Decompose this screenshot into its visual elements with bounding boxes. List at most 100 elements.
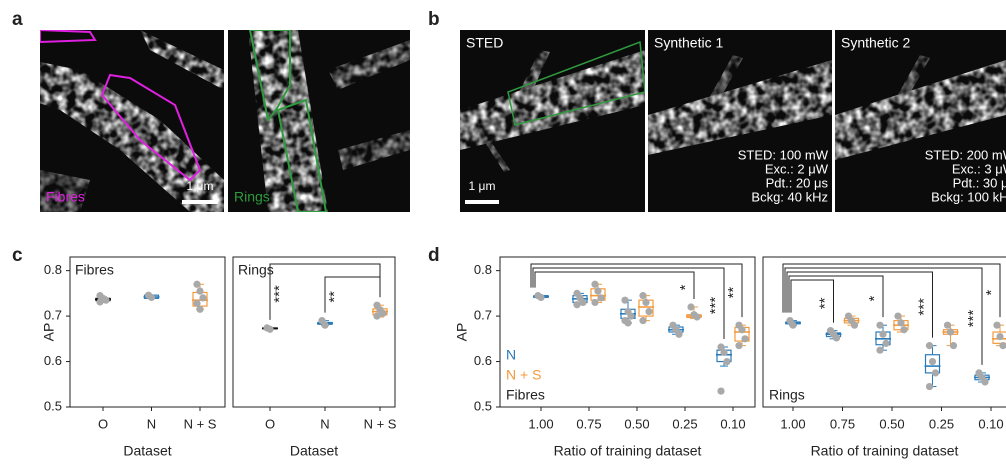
significance-bracket bbox=[534, 271, 695, 299]
parameter: Exc.: 2 μW bbox=[765, 161, 829, 176]
data-point bbox=[876, 346, 884, 354]
data-point bbox=[850, 321, 859, 329]
parameter: Bckg: 40 kHz bbox=[751, 189, 828, 204]
significance-bracket bbox=[786, 271, 933, 338]
data-point bbox=[621, 296, 629, 304]
x-tick-label: 0.10 bbox=[978, 416, 1003, 431]
data-point bbox=[645, 307, 653, 316]
y-axis-label: AP bbox=[454, 323, 470, 342]
plot-title: Rings bbox=[769, 387, 805, 403]
micrograph: Synthetic 1 STED: 100 mW Exc.: 2 μW Pdt.… bbox=[648, 30, 832, 212]
plot-frame bbox=[232, 256, 396, 408]
significance-label: * bbox=[677, 284, 694, 290]
parameter: Bckg: 100 kHz bbox=[931, 189, 1006, 204]
data-point bbox=[789, 321, 797, 329]
data-point bbox=[738, 326, 746, 334]
data-point bbox=[931, 369, 940, 377]
x-tick-label: 0.50 bbox=[624, 416, 649, 431]
data-point bbox=[147, 293, 156, 302]
significance-label: *** bbox=[707, 297, 724, 315]
data-point bbox=[579, 298, 587, 307]
parameter: Exc.: 3 μW bbox=[952, 161, 1006, 176]
parameter: STED: 100 mW bbox=[738, 147, 829, 162]
significance-bracket bbox=[532, 267, 725, 339]
data-point bbox=[597, 294, 605, 302]
x-tick-label: N bbox=[147, 416, 156, 431]
data-point bbox=[996, 332, 1004, 341]
data-point bbox=[102, 296, 110, 304]
plot-title: Fibres bbox=[506, 387, 545, 403]
data-point bbox=[925, 342, 934, 350]
significance-label: * bbox=[866, 296, 883, 302]
micrograph: Synthetic 2 STED: 200 mW Exc.: 3 μW Pdt.… bbox=[835, 30, 1006, 212]
plot-title: Fibres bbox=[75, 262, 114, 278]
significance-label: * bbox=[983, 290, 1000, 296]
x-tick-label: 0.50 bbox=[879, 416, 904, 431]
data-point bbox=[999, 342, 1006, 350]
data-point bbox=[717, 343, 725, 351]
data-point bbox=[591, 298, 599, 307]
scale-bar-label: 1 μm bbox=[469, 179, 496, 193]
data-point bbox=[675, 330, 683, 338]
x-tick-label: 1.00 bbox=[528, 416, 553, 431]
significance-label: *** bbox=[965, 310, 982, 328]
x-tick-label: 1.00 bbox=[780, 416, 805, 431]
data-point bbox=[591, 280, 599, 288]
significance-bracket bbox=[784, 267, 983, 365]
x-axis-label: Dataset bbox=[123, 443, 171, 459]
y-tick-label: 0.7 bbox=[44, 308, 62, 323]
box bbox=[992, 331, 1006, 344]
x-tick-label: 0.25 bbox=[929, 416, 954, 431]
x-tick-label: 0.75 bbox=[576, 416, 601, 431]
significance-bracket bbox=[788, 275, 884, 318]
data-point bbox=[741, 335, 749, 343]
data-point bbox=[379, 309, 387, 317]
x-tick-label: O bbox=[265, 416, 275, 431]
data-point bbox=[981, 378, 989, 386]
x-tick-label: N + S bbox=[364, 416, 397, 431]
y-tick-label: 0.8 bbox=[474, 262, 492, 277]
plot-frame bbox=[499, 256, 756, 408]
data-point bbox=[687, 303, 695, 311]
data-point bbox=[196, 305, 204, 313]
data-point bbox=[642, 298, 650, 307]
x-tick-label: O bbox=[98, 416, 108, 431]
data-point bbox=[196, 287, 204, 295]
data-point bbox=[199, 294, 207, 302]
significance-label: ** bbox=[326, 291, 343, 303]
data-point bbox=[879, 330, 887, 338]
parameter: STED: 200 mW bbox=[925, 147, 1006, 162]
data-point bbox=[717, 387, 725, 395]
x-axis-label: Ratio of training dataset bbox=[811, 443, 959, 459]
data-point bbox=[624, 319, 632, 327]
significance-label: ** bbox=[725, 287, 742, 299]
data-point bbox=[943, 321, 952, 329]
panel-label: c bbox=[12, 245, 23, 266]
x-axis-label: Dataset bbox=[290, 443, 338, 459]
y-tick-label: 0.6 bbox=[474, 353, 492, 368]
data-point bbox=[573, 301, 581, 309]
significance-bracket bbox=[790, 279, 834, 323]
x-tick-label: N bbox=[320, 416, 329, 431]
significance-label: *** bbox=[271, 285, 288, 303]
x-tick-label: N + S bbox=[184, 416, 217, 431]
data-point bbox=[537, 293, 545, 302]
micrograph: Fibres 1 μm bbox=[40, 30, 224, 212]
x-axis-label: Ratio of training dataset bbox=[554, 443, 702, 459]
significance-bracket bbox=[530, 263, 743, 318]
plot-frame bbox=[69, 256, 226, 408]
scale-bar-label: 1 μm bbox=[187, 179, 214, 193]
data-point bbox=[735, 342, 743, 350]
data-point bbox=[594, 287, 602, 295]
data-point bbox=[925, 382, 934, 391]
significance-label: ** bbox=[816, 297, 833, 309]
data-point bbox=[321, 321, 329, 329]
plot-title: Rings bbox=[238, 262, 274, 278]
data-point bbox=[897, 319, 905, 327]
data-point bbox=[627, 312, 635, 320]
data-point bbox=[373, 312, 381, 320]
data-point bbox=[693, 313, 701, 321]
legend-entry: N + S bbox=[506, 367, 541, 383]
data-point bbox=[639, 317, 647, 325]
